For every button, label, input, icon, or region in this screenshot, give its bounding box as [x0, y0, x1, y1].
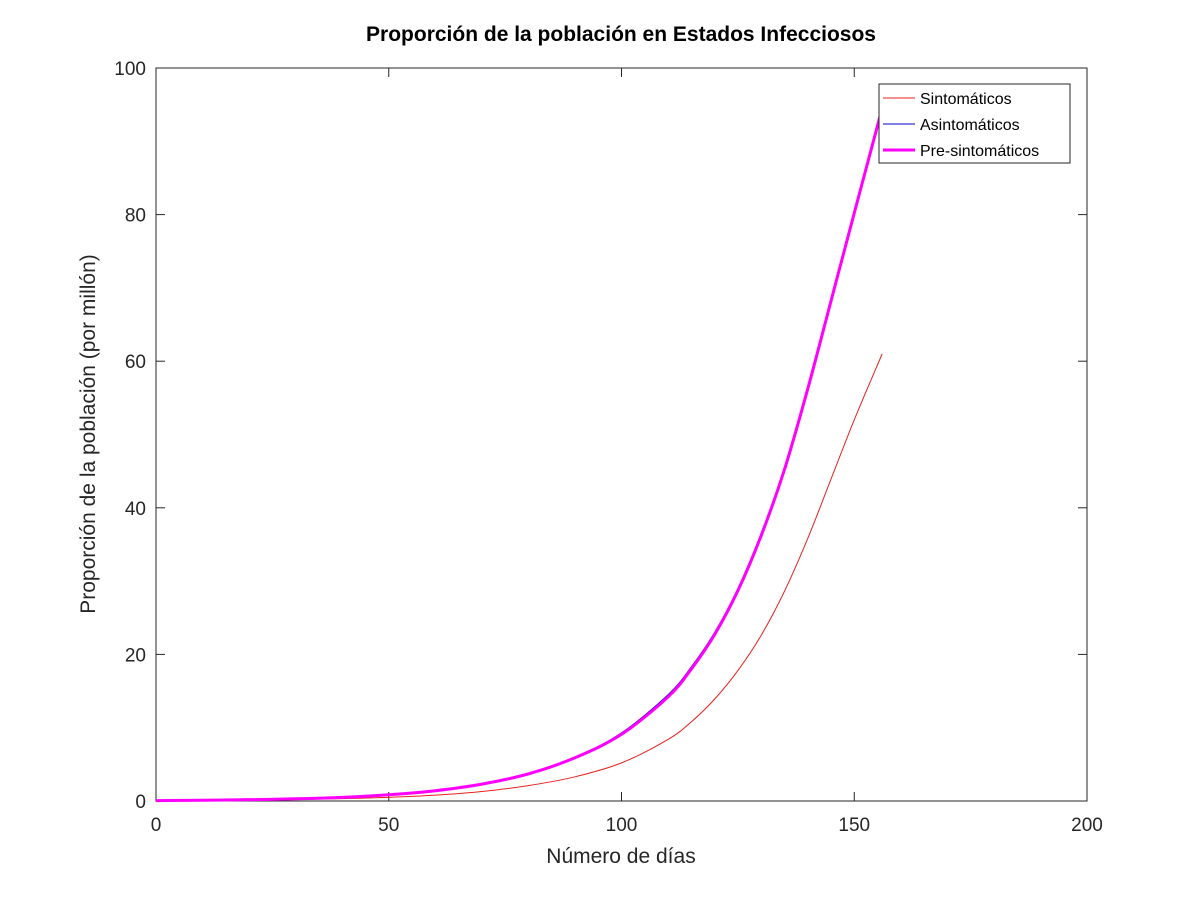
y-tick-label: 40: [125, 499, 146, 520]
x-tick-label: 50: [378, 815, 399, 836]
x-axis-label: Número de días: [546, 845, 695, 868]
y-tick-label: 60: [125, 352, 146, 373]
legend-label: Asintomáticos: [920, 117, 1020, 134]
legend-label: Sintomáticos: [920, 91, 1012, 108]
x-tick-label: 150: [838, 815, 870, 836]
x-tick-label: 200: [1071, 815, 1103, 836]
plot-area: 0 50 100 150 200 0 20 40 60 80 100: [114, 59, 1103, 836]
chart-title: Proporción de la población en Estados In…: [366, 23, 876, 46]
y-axis-label: Proporción de la población (por millón): [77, 254, 100, 614]
y-tick-label: 80: [125, 206, 146, 227]
y-tick-label: 20: [125, 645, 146, 666]
legend-label: Pre-sintomáticos: [920, 143, 1039, 160]
y-tick-label: 0: [135, 792, 146, 813]
y-tick-label: 100: [114, 59, 146, 80]
axes-box: [155, 67, 1088, 802]
series-line-3: [155, 107, 884, 803]
x-tick-label: 100: [606, 815, 638, 836]
x-tick-label: 0: [151, 815, 162, 836]
legend: Sintomáticos Asintomáticos Pre-sintomático…: [878, 83, 1071, 164]
